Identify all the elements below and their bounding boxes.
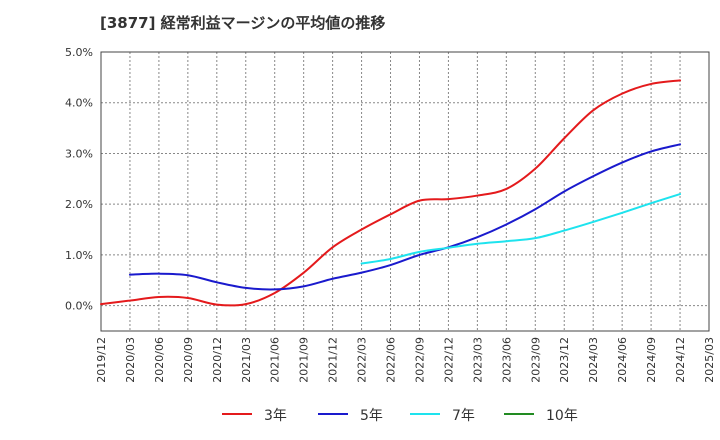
x-tick-label: 2022/12 xyxy=(442,337,455,383)
x-tick-label: 2020/06 xyxy=(153,337,166,383)
y-tick-label: 3.0% xyxy=(65,147,93,160)
y-tick-label: 2.0% xyxy=(65,198,93,211)
x-tick-label: 2019/12 xyxy=(95,337,108,383)
series-line-2 xyxy=(128,143,682,291)
x-tick-label: 2022/03 xyxy=(356,337,369,383)
x-tick-label: 2024/03 xyxy=(587,337,600,383)
x-tick-label: 2022/06 xyxy=(385,337,398,383)
y-tick-label: 5.0% xyxy=(65,46,93,59)
y-tick-label: 4.0% xyxy=(65,97,93,110)
series-line-3 xyxy=(360,193,682,265)
x-tick-label: 2024/12 xyxy=(674,337,687,383)
y-tick-label: 1.0% xyxy=(65,249,93,262)
x-tick-label: 2024/06 xyxy=(616,337,629,383)
x-tick-label: 2020/12 xyxy=(211,337,224,383)
legend-label: 5年 xyxy=(360,408,383,424)
chart-title: [3877] 経常利益マージンの平均値の推移 xyxy=(100,14,386,32)
x-tick-label: 2021/03 xyxy=(240,337,253,383)
y-tick-label: 0.0% xyxy=(65,300,93,313)
legend-label: 3年 xyxy=(264,408,287,424)
plot-area xyxy=(101,52,709,331)
legend-label: 10年 xyxy=(546,408,578,424)
series-line-1 xyxy=(100,79,682,307)
x-tick-label: 2021/09 xyxy=(298,337,311,383)
x-tick-label: 2022/09 xyxy=(413,337,426,383)
x-tick-label: 2020/09 xyxy=(182,337,195,383)
x-tick-label: 2023/12 xyxy=(558,337,571,383)
x-tick-label: 2024/09 xyxy=(645,337,658,383)
x-tick-label: 2021/06 xyxy=(269,337,282,383)
x-tick-label: 2020/03 xyxy=(124,337,137,383)
x-tick-label: 2025/03 xyxy=(703,337,716,383)
x-tick-label: 2023/03 xyxy=(471,337,484,383)
x-tick-label: 2021/12 xyxy=(327,337,340,383)
plot-border xyxy=(100,51,710,332)
x-tick-label: 2023/06 xyxy=(500,337,513,383)
x-tick-label: 2023/09 xyxy=(529,337,542,383)
legend-label: 7年 xyxy=(452,408,475,424)
